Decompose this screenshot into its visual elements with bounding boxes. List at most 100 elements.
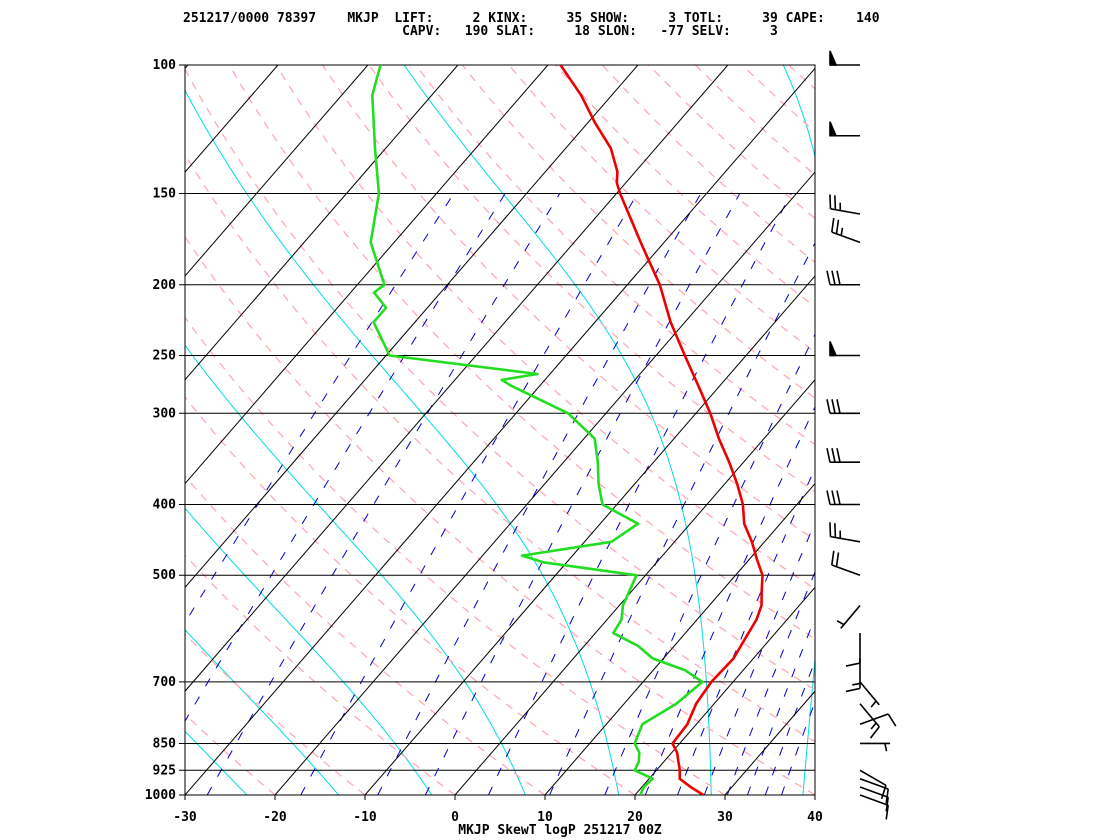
isotherm-line — [185, 65, 549, 485]
isobars — [179, 64, 815, 796]
dry-adiabat-line — [882, 65, 1120, 795]
dry-adiabat-line — [461, 65, 815, 399]
dry-adiabat-line — [694, 65, 815, 176]
mixing-ratio-line — [604, 333, 815, 795]
mixing-ratio-line — [424, 193, 741, 795]
temperature-tick-label: 10 — [537, 810, 553, 825]
dry-adiabat-line — [185, 475, 546, 795]
wind-barb — [859, 777, 889, 804]
mixing-ratio-line — [300, 193, 638, 795]
moist-adiabat-line — [0, 65, 172, 811]
mixing-ratio-line — [488, 193, 792, 795]
dry-adiabat-line — [601, 65, 815, 264]
wind-barb — [826, 270, 860, 286]
pressure-tick-label: 100 — [153, 58, 177, 73]
temperature-tick-label: -10 — [353, 810, 377, 825]
temperature-tick-label: 30 — [717, 810, 733, 825]
wind-barb — [860, 742, 890, 752]
moist-adiabat-line — [782, 65, 815, 795]
pressure-tick-label: 400 — [153, 498, 177, 513]
moist-adiabat-line — [185, 730, 248, 795]
moist-adiabat-line — [185, 89, 620, 795]
wind-barb — [829, 121, 860, 137]
wind-barb — [826, 448, 860, 463]
mixing-ratio-line — [726, 570, 815, 795]
mixing-ratio-line — [781, 700, 815, 795]
temperature-profile — [559, 65, 764, 795]
pressure-tick-label: 500 — [153, 568, 177, 583]
isotherm-line — [185, 65, 729, 692]
wind-barb — [836, 604, 861, 629]
mixing-ratio-line — [377, 193, 702, 795]
wind-barb — [826, 399, 860, 415]
mixing-ratio-line — [185, 193, 506, 723]
isotherm-line — [454, 379, 815, 795]
sounding-profiles — [369, 65, 764, 795]
pressure-tick-label: 150 — [153, 187, 177, 202]
pressure-tick-label: 300 — [153, 406, 177, 421]
dry-adiabat-line — [228, 65, 815, 640]
isotherm-line — [634, 586, 815, 795]
wind-barb — [829, 50, 860, 66]
mixing-ratio-line — [549, 242, 815, 795]
temperature-tick-label: 20 — [627, 810, 643, 825]
wind-barb — [859, 794, 889, 820]
isotherm-line — [0, 65, 8, 795]
isotherm-line — [185, 65, 639, 589]
mixing-ratio-line — [677, 467, 815, 795]
wind-barb — [859, 703, 880, 739]
plot-frame — [184, 64, 816, 796]
dry-adiabat-line — [321, 65, 815, 541]
temperature-tick-label: 40 — [807, 810, 823, 825]
mixing-ratio-line — [764, 659, 815, 795]
isotherm-line — [274, 171, 815, 795]
pressure-tick-label: 1000 — [145, 788, 176, 803]
isotherm-line — [185, 65, 459, 381]
isotherm-line — [544, 482, 815, 795]
isotherm-line — [0, 65, 98, 795]
dewpoint-profile — [369, 65, 704, 795]
moist-adiabats — [0, 65, 815, 811]
mixing-ratio-line — [185, 193, 455, 624]
dry-adiabat-line — [415, 65, 815, 446]
header-line-1: 251217/0000 78397 MKJP LIFT: 2 KINX: 35 … — [183, 11, 880, 26]
moist-adiabat-line — [403, 65, 712, 795]
dry-adiabat-line — [185, 396, 636, 795]
wind-barb — [859, 681, 880, 708]
mixing-ratio-line — [644, 405, 815, 795]
dry-adiabat-line — [185, 633, 366, 795]
mixing-ratio-lines — [185, 193, 815, 795]
pressure-tick-label: 925 — [153, 763, 176, 778]
moist-adiabat-line — [185, 507, 433, 795]
pressure-tick-label: 850 — [153, 736, 177, 751]
chart-footer-title: MKJP SkewT logP 251217 00Z — [458, 823, 662, 838]
dry-adiabat-line — [835, 65, 1120, 795]
isotherm-line — [185, 65, 279, 173]
wind-barb — [829, 341, 860, 357]
dry-adiabat-line — [788, 65, 815, 90]
moist-adiabat-line — [185, 629, 340, 795]
temperature-tick-label: -30 — [173, 810, 197, 825]
dry-adiabat-line — [185, 554, 456, 795]
wind-barb — [826, 490, 860, 506]
wind-barbs — [826, 50, 897, 820]
isotherm-line — [724, 690, 815, 795]
isotherm-line — [185, 67, 815, 795]
dry-adiabat-line — [185, 153, 815, 743]
isotherm-line — [364, 275, 815, 795]
pressure-axis: 100 150 200 250 300 400 500 700 850 925 1000 — [145, 58, 176, 803]
header-line-2: CAPV: 190 SLAT: 18 SLON: -77 SELV: 3 — [183, 24, 778, 39]
wind-barb — [829, 522, 861, 543]
temperature-tick-label: -20 — [263, 810, 287, 825]
wind-barb — [859, 713, 897, 727]
dry-adiabat-line — [741, 65, 815, 133]
pressure-tick-label: 250 — [153, 348, 177, 363]
temperature-axis: -30 -20 -10 0 10 20 30 40 — [173, 795, 823, 825]
isotherms — [0, 65, 815, 795]
pressure-tick-label: 700 — [153, 675, 177, 690]
dry-adiabat-line — [929, 65, 1120, 795]
dry-adiabat-line — [368, 65, 815, 493]
wind-barb — [829, 194, 861, 215]
wind-barb — [831, 217, 861, 244]
